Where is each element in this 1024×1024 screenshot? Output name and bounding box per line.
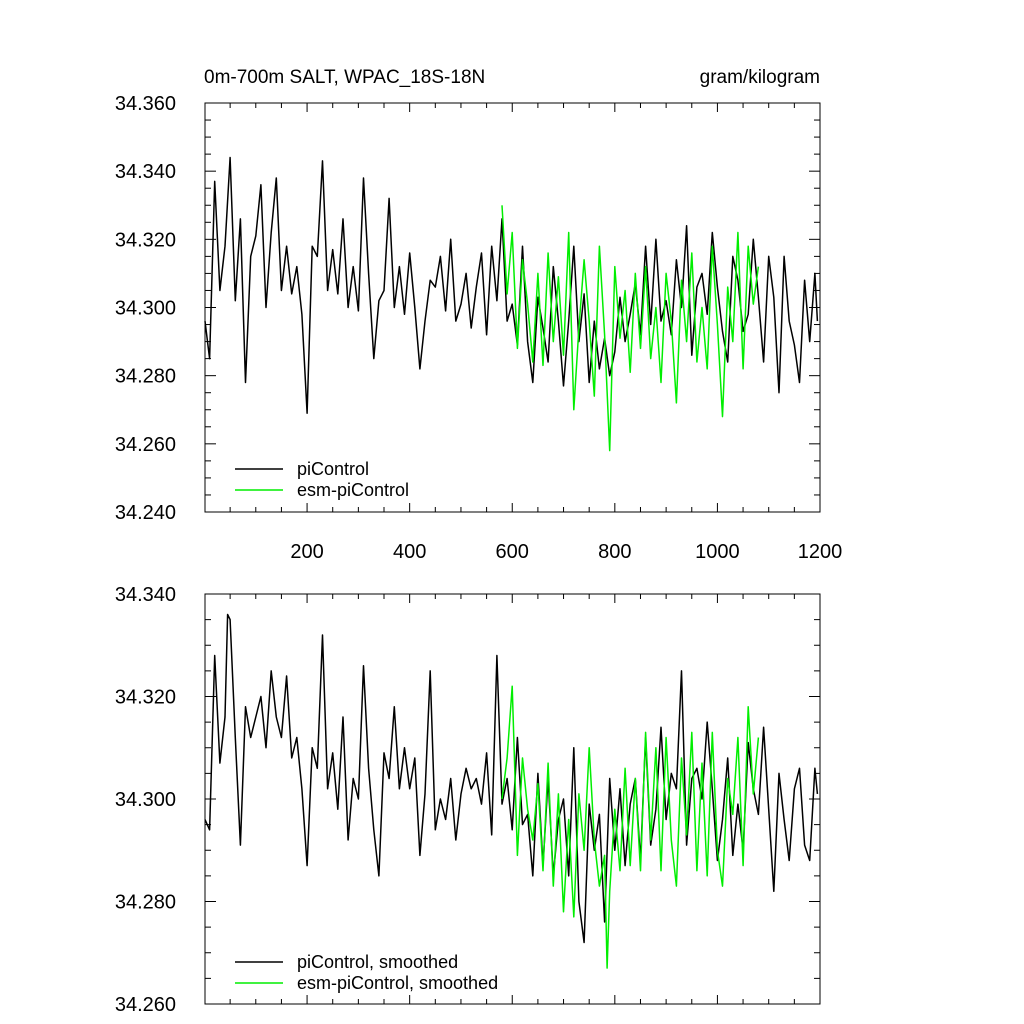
series-line-esm-picontrol-smoothed [501,685,760,969]
y-tick-label: 34.340 [115,161,176,183]
series-line-esm-picontrol [501,205,760,452]
y-tick-label: 34.320 [115,229,176,251]
bottom-panel-tick-labels: 34.260 34.280 34.300 34.320 34.340 [115,584,176,1016]
y-tick-label: 34.280 [115,892,176,914]
y-tick-label: 34.320 [115,687,176,709]
x-tick-label: 800 [598,541,631,563]
y-tick-label: 34.260 [115,994,176,1016]
y-tick-label: 34.340 [115,584,176,606]
chart-title: 0m-700m SALT, WPAC_18S-18N [204,67,485,88]
top-panel-ticks [205,102,821,513]
x-tick-label: 1200 [798,541,843,563]
y-tick-label: 34.240 [115,502,176,524]
bottom-legend: piControl, smoothed esm-piControl, smoot… [235,952,498,993]
top-panel-frame [204,102,821,513]
x-tick-label: 200 [290,541,323,563]
chart-units: gram/kilogram [700,67,820,88]
series-line-picontrol-smoothed [204,613,819,944]
x-tick-label: 400 [393,541,426,563]
y-tick-label: 34.300 [115,298,176,320]
top-panel: 34.240 34.260 34.280 34.300 34.320 34.340 34.3… [115,93,842,563]
legend-label-picontrol-smoothed: piControl, smoothed [297,952,458,972]
x-tick-label: 1000 [695,541,740,563]
x-tick-label: 600 [496,541,529,563]
legend-label-picontrol: piControl [297,459,369,479]
top-panel-series [204,156,819,452]
legend-label-esm-picontrol-smoothed: esm-piControl, smoothed [297,973,498,993]
bottom-panel-frame [204,593,821,1005]
y-tick-label: 34.260 [115,434,176,456]
top-panel-tick-labels: 34.240 34.260 34.280 34.300 34.320 34.340 34.3… [115,93,842,563]
bottom-panel-series [204,613,819,969]
y-tick-label: 34.280 [115,366,176,388]
y-tick-label: 34.300 [115,789,176,811]
top-legend: piControl esm-piControl [235,459,409,500]
bottom-panel: 34.260 34.280 34.300 34.320 34.340 piControl… [115,584,821,1016]
legend-label-esm-picontrol: esm-piControl [297,480,409,500]
y-tick-label: 34.360 [115,93,176,115]
bottom-panel-ticks [205,593,821,1005]
series-line-picontrol [204,156,819,414]
